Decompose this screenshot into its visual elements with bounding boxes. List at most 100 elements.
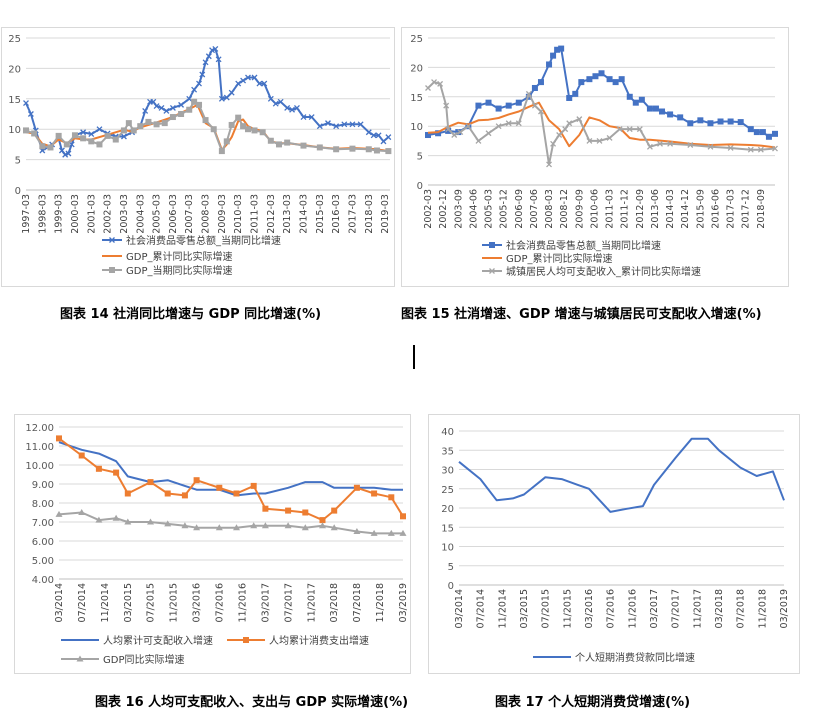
data-point-2 [215, 524, 223, 531]
y-tick-label: 35 [441, 446, 454, 457]
data-point-0 [546, 61, 553, 68]
x-tick-label: 2014-03 [665, 189, 676, 229]
data-point-2 [495, 123, 502, 130]
data-point-2 [437, 80, 444, 87]
data-point-0 [349, 121, 356, 128]
data-point-0 [485, 99, 492, 106]
y-tick-label: 15 [441, 523, 454, 534]
x-tick-label: 07/2016 [215, 583, 226, 622]
x-tick-label: 2018-09 [756, 189, 767, 229]
data-point-2 [196, 101, 203, 108]
x-tick-label: 2004-03 [135, 194, 146, 234]
legend-label-2: 城镇居民人均可支配收入_累计同比实际增速 [506, 265, 701, 278]
x-tick-label: 11/2016 [237, 583, 248, 622]
data-point-0 [245, 74, 251, 81]
x-tick-label: 03/2015 [519, 589, 530, 628]
x-tick-label: 11/2014 [497, 589, 508, 628]
data-point-2 [80, 135, 87, 142]
legend-marker-0 [489, 242, 495, 248]
data-point-0 [202, 59, 209, 66]
data-point-0 [425, 132, 431, 139]
data-point-1 [95, 465, 102, 472]
x-tick-label: 2001-03 [86, 194, 97, 234]
x-tick-label: 11/2014 [100, 583, 111, 622]
x-tick-label: 2003-09 [453, 189, 464, 229]
data-point-2 [667, 140, 674, 147]
data-point-0 [325, 120, 331, 127]
data-point-2 [316, 144, 323, 151]
y-tick-label: 25 [410, 34, 423, 45]
y-tick-label: 4.00 [32, 575, 54, 586]
data-point-2 [387, 529, 395, 536]
data-point-0 [598, 70, 605, 77]
x-tick-label: 2002-03 [423, 189, 434, 229]
x-tick-label: 07/2017 [671, 589, 682, 628]
data-point-0 [186, 95, 193, 102]
x-tick-label: 2011-03 [250, 194, 261, 234]
x-tick-label: 03/2018 [714, 589, 725, 628]
y-tick-label: 25 [8, 34, 21, 45]
text-cursor [413, 345, 415, 369]
data-point-2 [240, 123, 247, 130]
data-point-2 [385, 148, 392, 155]
data-point-0 [495, 105, 502, 112]
data-point-1 [400, 513, 406, 520]
data-point-0 [566, 94, 573, 101]
data-point-0 [120, 133, 127, 140]
x-tick-label: 07/2015 [146, 583, 157, 622]
data-point-0 [737, 119, 744, 126]
data-point-0 [578, 79, 585, 86]
chart-16-svg: 4.00 5.00 6.00 7.00 8.00 9.00 10.00 11.00 12.00 0… [25, 423, 409, 666]
y-tick-label: 15 [410, 93, 423, 104]
data-point-2 [451, 132, 458, 138]
y-tick-label: 7.00 [32, 518, 54, 529]
data-point-0 [333, 123, 340, 130]
data-point-0 [284, 104, 291, 111]
data-point-0 [550, 52, 557, 59]
x-tick-label: 2000-03 [70, 194, 81, 234]
data-point-2 [193, 524, 201, 531]
data-point-0 [223, 94, 230, 101]
data-point-0 [687, 120, 694, 127]
y-tick-label: 12.00 [25, 423, 54, 434]
data-point-2 [556, 132, 563, 138]
data-point-2 [284, 139, 291, 146]
data-point-0 [558, 45, 565, 52]
x-tick-label: 2006-03 [168, 194, 179, 234]
data-point-2 [228, 121, 235, 128]
data-point-0 [592, 73, 599, 80]
data-point-1 [164, 490, 171, 497]
x-tick-label: 07/2015 [541, 589, 552, 628]
data-point-1 [113, 469, 120, 476]
legend-label-0: 社会消费品零售总额_当期同比增速 [506, 239, 661, 252]
data-point-0 [294, 104, 300, 111]
data-point-2 [333, 146, 340, 153]
y-tick-label: 20 [441, 504, 454, 515]
data-point-0 [169, 104, 176, 111]
data-point-0 [765, 133, 772, 140]
x-tick-label: 2019-03 [380, 194, 391, 234]
data-point-0 [251, 74, 258, 81]
y-tick-label: 30 [441, 466, 454, 477]
data-point-1 [250, 482, 257, 489]
x-tick-label: 2004-06 [468, 189, 479, 229]
data-point-0 [659, 108, 666, 115]
data-point-0 [191, 86, 198, 93]
data-point-2 [596, 137, 603, 144]
x-tick-label: 1997-03 [21, 194, 32, 234]
data-point-0 [158, 104, 165, 111]
data-point-0 [626, 93, 633, 100]
x-tick-label: 11/2015 [562, 589, 573, 628]
x-tick-label: 11/2016 [627, 589, 638, 628]
data-point-2 [772, 145, 778, 152]
data-point-2 [399, 529, 407, 536]
legend-label-1: 人均累计消费支出增速 [269, 634, 369, 647]
x-tick-label: 2002-03 [103, 194, 114, 234]
data-point-0 [572, 90, 579, 97]
data-point-0 [677, 114, 684, 121]
data-point-2 [181, 522, 189, 529]
chart-panel-15: 0 5 10 15 20 25 2002-03 2002-12 2003-09 2004-06 20… [401, 27, 789, 287]
data-point-2 [475, 137, 482, 144]
y-tick-label: 40 [441, 427, 454, 438]
data-point-2 [88, 138, 95, 145]
